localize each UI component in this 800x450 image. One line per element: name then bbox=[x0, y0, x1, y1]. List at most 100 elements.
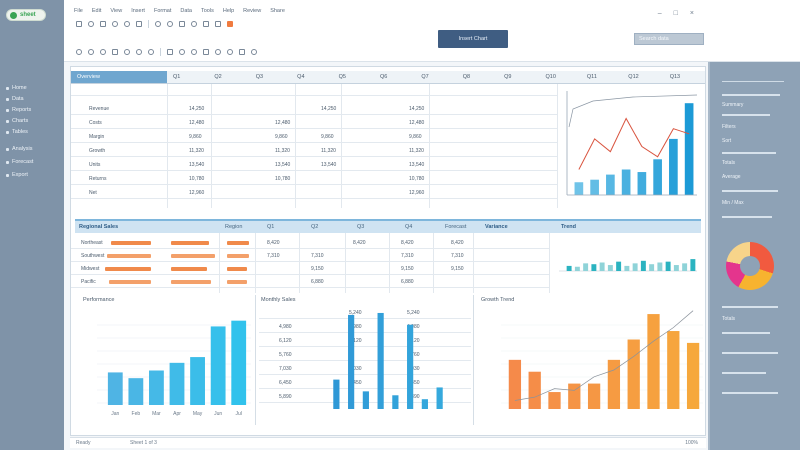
col-header[interactable]: Q4 bbox=[405, 224, 413, 230]
cell-value[interactable]: 14,250 bbox=[189, 105, 205, 112]
panel-item-filters[interactable]: Filters bbox=[722, 124, 736, 130]
panel-item-minmax[interactable]: Min / Max bbox=[722, 200, 744, 206]
italic-icon[interactable] bbox=[215, 21, 221, 27]
cell-value[interactable]: 9,860 bbox=[409, 133, 422, 140]
table-icon[interactable] bbox=[203, 49, 209, 55]
filter-icon[interactable] bbox=[179, 49, 185, 55]
menu-view[interactable]: View bbox=[110, 8, 123, 14]
borders-icon[interactable] bbox=[167, 49, 173, 55]
sort-icon[interactable] bbox=[191, 49, 197, 55]
cell-value[interactable]: 12,480 bbox=[189, 119, 205, 126]
row-label[interactable]: Midwest bbox=[81, 265, 100, 272]
chart-icon[interactable] bbox=[215, 49, 221, 55]
cell-value[interactable]: 4,980 bbox=[407, 323, 420, 330]
header-col[interactable]: Q1 bbox=[173, 74, 181, 80]
row-label[interactable]: Units bbox=[89, 161, 101, 168]
col-header[interactable]: Trend bbox=[561, 224, 576, 230]
save-icon[interactable] bbox=[100, 21, 106, 27]
header-col[interactable]: Q4 bbox=[297, 74, 305, 80]
cell-value[interactable]: 11,320 bbox=[409, 147, 424, 154]
sidebar-item-charts[interactable]: Charts bbox=[6, 117, 28, 125]
cell-value[interactable]: 10,780 bbox=[275, 175, 291, 182]
sidebar-item-analysis[interactable]: Analysis bbox=[6, 145, 32, 153]
panel-item-sort[interactable]: Sort bbox=[722, 138, 732, 144]
cell-value[interactable]: 12,480 bbox=[409, 119, 425, 126]
copy-icon[interactable] bbox=[167, 21, 173, 27]
insert-chart-button[interactable]: Insert Chart bbox=[438, 30, 508, 48]
row-label[interactable]: Net bbox=[89, 189, 97, 196]
cell-value[interactable]: 8,420 bbox=[353, 239, 366, 246]
col-header[interactable]: Q1 bbox=[267, 224, 275, 230]
merge-icon[interactable] bbox=[112, 49, 118, 55]
link-icon[interactable] bbox=[251, 49, 257, 55]
bold-icon[interactable] bbox=[203, 21, 209, 27]
cell-value[interactable]: 5,240 bbox=[407, 309, 420, 316]
header-col[interactable]: Q9 bbox=[504, 74, 512, 80]
header-col[interactable]: Q8 bbox=[462, 74, 471, 80]
align-left-icon[interactable] bbox=[76, 49, 82, 55]
cell-value[interactable]: 6,450 bbox=[349, 379, 362, 386]
cell-value[interactable]: 9,860 bbox=[321, 133, 334, 140]
cell-value[interactable]: 7,030 bbox=[349, 365, 362, 372]
col-header[interactable]: Q3 bbox=[357, 224, 365, 230]
sidebar-item-home[interactable]: Home bbox=[6, 84, 27, 92]
wrap-icon[interactable] bbox=[124, 49, 130, 55]
cell-value[interactable]: 6,120 bbox=[407, 337, 420, 344]
align-right-icon[interactable] bbox=[100, 49, 106, 55]
header-col[interactable]: Q3 bbox=[255, 74, 264, 80]
cell-value[interactable]: 8,420 bbox=[267, 239, 280, 246]
cell-value[interactable]: 11,320 bbox=[275, 147, 290, 154]
sidebar-item-forecast[interactable]: Forecast bbox=[6, 158, 33, 166]
function-icon[interactable] bbox=[227, 49, 233, 55]
header-col[interactable]: Q13 bbox=[669, 74, 681, 80]
open-icon[interactable] bbox=[88, 21, 94, 27]
row-label[interactable]: Margin bbox=[89, 133, 105, 140]
cell-value[interactable]: 9,150 bbox=[401, 265, 414, 272]
close-icon[interactable]: × bbox=[689, 10, 694, 17]
panel-item-summary[interactable]: Summary bbox=[722, 102, 744, 108]
cell-value[interactable]: 8,420 bbox=[401, 239, 414, 246]
header-col[interactable]: Q2 bbox=[214, 74, 222, 80]
cell-value[interactable]: 7,310 bbox=[311, 252, 324, 259]
align-center-icon[interactable] bbox=[88, 49, 94, 55]
sidebar-item-export[interactable]: Export bbox=[6, 171, 28, 179]
currency-icon[interactable] bbox=[136, 49, 142, 55]
menu-help[interactable]: Help bbox=[222, 8, 235, 14]
header-col[interactable]: Q7 bbox=[421, 74, 429, 80]
app-logo[interactable]: sheet bbox=[6, 9, 46, 21]
menu-data[interactable]: Data bbox=[180, 8, 192, 14]
cell-value[interactable]: 9,860 bbox=[189, 133, 202, 140]
percent-icon[interactable] bbox=[148, 49, 154, 55]
header-col[interactable]: Q6 bbox=[379, 74, 388, 80]
cell-value[interactable]: 6,120 bbox=[349, 337, 362, 344]
cut-icon[interactable] bbox=[155, 21, 161, 27]
cell-value[interactable]: 7,310 bbox=[451, 252, 464, 259]
col-header[interactable]: Variance bbox=[485, 224, 508, 230]
cell-value[interactable]: 10,780 bbox=[409, 175, 425, 182]
cell-value[interactable]: 9,150 bbox=[311, 265, 324, 272]
header-col[interactable]: Q5 bbox=[338, 74, 346, 80]
cell-value[interactable]: 6,450 bbox=[279, 379, 292, 386]
cell-value[interactable]: 11,320 bbox=[321, 147, 336, 154]
cell-value[interactable]: 13,540 bbox=[409, 161, 425, 168]
sidebar-item-tables[interactable]: Tables bbox=[6, 128, 28, 136]
col-header[interactable]: Region bbox=[225, 224, 243, 230]
cell-value[interactable]: 6,880 bbox=[311, 278, 324, 285]
cell-value[interactable]: 7,310 bbox=[401, 252, 414, 259]
cell-value[interactable]: 6,450 bbox=[407, 379, 420, 386]
cell-value[interactable]: 9,150 bbox=[451, 265, 464, 272]
row-label[interactable]: Growth bbox=[89, 147, 106, 154]
cell-value[interactable]: 11,320 bbox=[189, 147, 204, 154]
col-header[interactable]: Forecast bbox=[445, 224, 467, 230]
panel-item-totals-2[interactable]: Totals bbox=[722, 316, 736, 322]
cell-value[interactable]: 4,980 bbox=[349, 323, 362, 330]
format-painter-icon[interactable] bbox=[191, 21, 197, 27]
row-label[interactable]: Northeast bbox=[81, 239, 103, 246]
header-col[interactable]: Q10 bbox=[545, 74, 556, 80]
sidebar-item-reports[interactable]: Reports bbox=[6, 106, 31, 114]
section-title[interactable]: Regional Sales bbox=[79, 224, 119, 230]
menu-file[interactable]: File bbox=[74, 8, 83, 14]
cell-value[interactable]: 12,960 bbox=[189, 189, 205, 196]
cell-value[interactable]: 5,760 bbox=[279, 351, 292, 358]
header-col[interactable]: Q11 bbox=[586, 74, 597, 80]
